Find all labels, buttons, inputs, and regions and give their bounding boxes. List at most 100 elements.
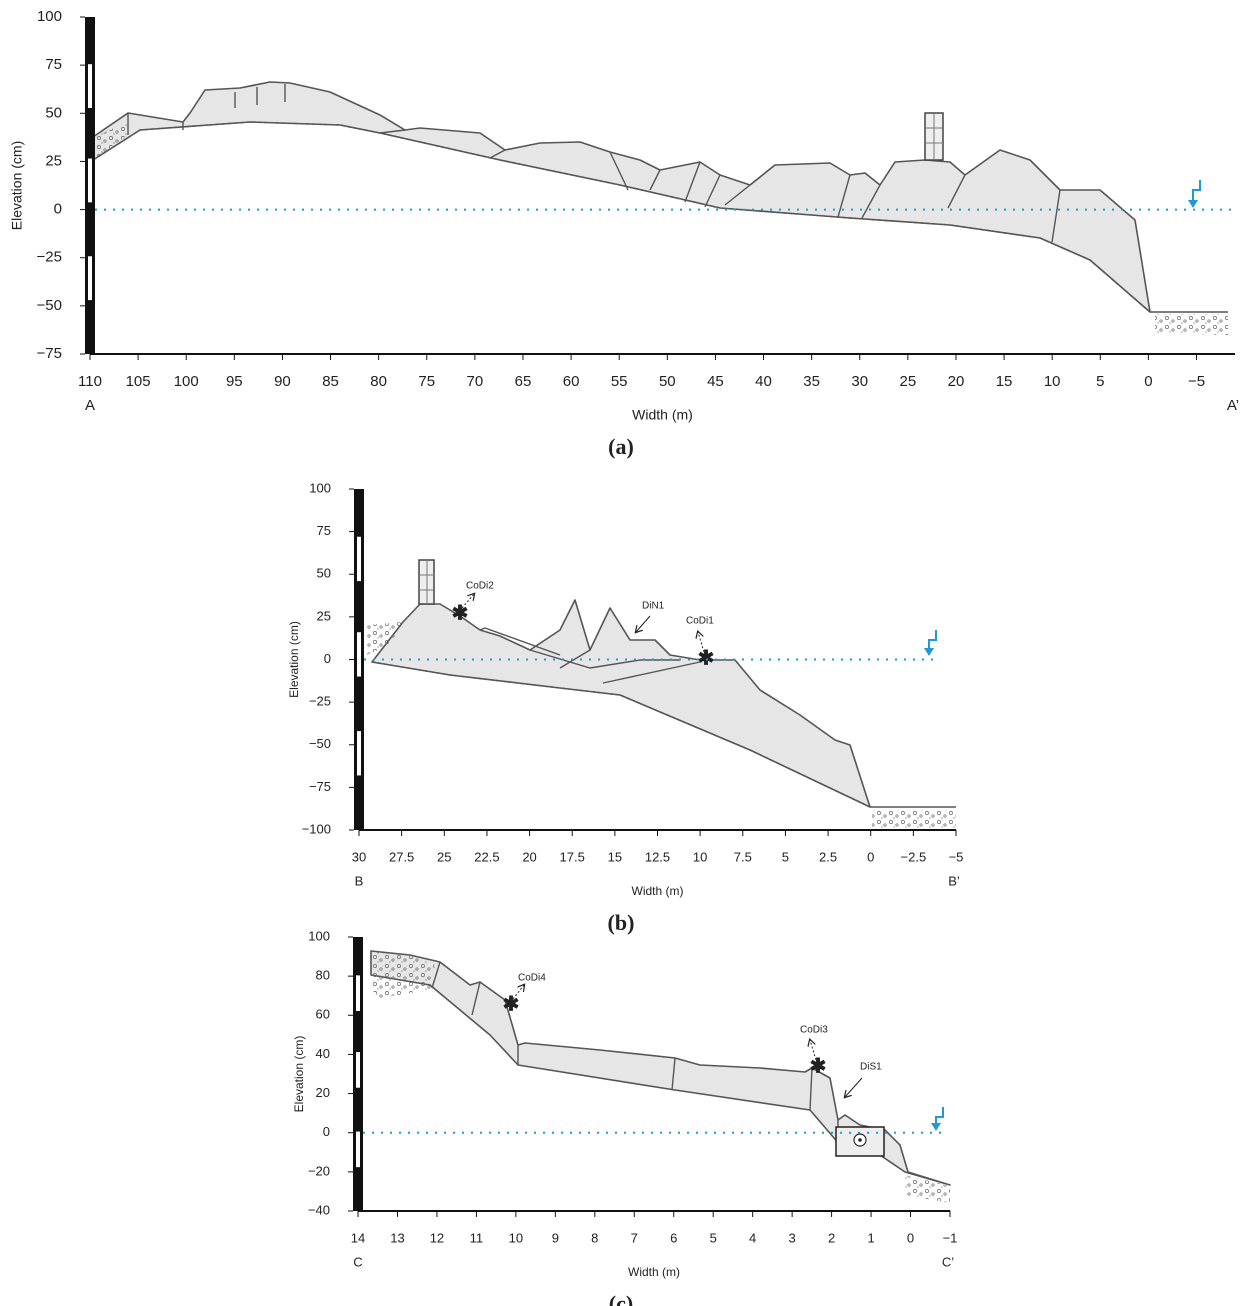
y-tick-label: 50 [45, 104, 62, 121]
x-tick-label: 30 [851, 373, 868, 390]
x-tick-label: 25 [437, 849, 451, 864]
y-tick-label: −25 [37, 249, 62, 266]
y-tick-label: 75 [45, 56, 62, 73]
scale-bar-segment [357, 731, 361, 776]
x-tick-label: 35 [803, 373, 820, 390]
y-tick-label: −20 [308, 1163, 330, 1178]
y-tick-label: 25 [317, 608, 331, 623]
y-tick-label: −75 [309, 779, 331, 794]
scale-bar-segment [88, 64, 92, 108]
y-tick-label: 100 [37, 8, 62, 25]
start-label: C [353, 1254, 362, 1269]
scale-bar-segment [357, 536, 361, 582]
y-axis-title: Elevation (cm) [292, 1036, 306, 1113]
y-tick-label: 80 [316, 968, 330, 983]
caption: (a) [608, 434, 634, 459]
y-tick-label: −50 [37, 297, 62, 314]
x-tick-label: 12 [430, 1230, 444, 1245]
scale-bar-segment [356, 1131, 360, 1168]
x-tick-label: 0 [1144, 373, 1152, 390]
svg-text:✱: ✱ [698, 647, 715, 669]
y-tick-label: −75 [37, 345, 62, 362]
x-axis-title: Width (m) [632, 407, 693, 423]
x-tick-label: 15 [996, 373, 1013, 390]
start-label: A [85, 397, 95, 414]
x-tick-label: 50 [659, 373, 676, 390]
annotation: DiN1 [642, 601, 665, 612]
y-tick-label: −100 [302, 821, 331, 836]
y-tick-label: 25 [45, 152, 62, 169]
scale-bar-segment [356, 1052, 360, 1088]
x-tick-label: 6 [670, 1230, 677, 1245]
scale-bar-segment [357, 632, 361, 677]
x-tick-label: 75 [418, 373, 435, 390]
caption: (c) [609, 1291, 633, 1306]
x-tick-label: 105 [126, 373, 151, 390]
y-tick-label: 20 [316, 1085, 330, 1100]
x-tick-label: 8 [591, 1230, 598, 1245]
y-tick-label: 100 [308, 928, 330, 943]
x-tick-label: 11 [470, 1230, 484, 1245]
x-tick-label: 17.5 [560, 849, 585, 864]
x-tick-label: 55 [611, 373, 628, 390]
x-tick-label: 100 [174, 373, 199, 390]
x-tick-label: 20 [948, 373, 965, 390]
x-tick-label: 1 [867, 1230, 874, 1245]
x-tick-label: 2.5 [819, 849, 837, 864]
y-tick-label: 60 [316, 1007, 330, 1022]
end-label: A’ [1227, 397, 1239, 414]
x-tick-label: −5 [1188, 373, 1205, 390]
x-tick-label: 4 [749, 1230, 756, 1245]
x-tick-label: 70 [467, 373, 484, 390]
x-tick-label: 110 [78, 373, 102, 390]
y-tick-label: −40 [308, 1202, 330, 1217]
y-tick-label: 0 [324, 651, 331, 666]
x-tick-label: 12.5 [645, 849, 670, 864]
x-tick-label: 13 [390, 1230, 404, 1245]
profile-b: ✱ ✱ [367, 559, 956, 830]
x-tick-label: 85 [322, 373, 339, 390]
x-tick-label: 5 [782, 849, 789, 864]
x-tick-label: 60 [563, 373, 580, 390]
annotation: CoDi4 [518, 973, 546, 984]
x-tick-label: 5 [710, 1230, 717, 1245]
x-tick-label: 9 [552, 1230, 559, 1245]
start-label: B [355, 873, 364, 888]
x-tick-label: −2.5 [901, 849, 927, 864]
y-tick-label: 0 [54, 201, 62, 218]
x-tick-label: 80 [370, 373, 387, 390]
y-tick-label: −25 [309, 694, 331, 709]
x-tick-label: 10 [509, 1230, 523, 1245]
y-axis-title: Elevation (cm) [287, 621, 301, 698]
x-tick-label: 7.5 [734, 849, 752, 864]
x-tick-label: −5 [949, 849, 964, 864]
svg-text:✱: ✱ [452, 602, 469, 624]
x-tick-label: 25 [900, 373, 917, 390]
x-tick-label: 90 [274, 373, 291, 390]
x-tick-label: 65 [515, 373, 532, 390]
x-tick-label: 7 [631, 1230, 638, 1245]
y-tick-label: 40 [316, 1046, 330, 1061]
svg-text:✱: ✱ [810, 1055, 827, 1077]
x-axis-title: Width (m) [628, 1265, 680, 1279]
x-tick-label: 14 [351, 1230, 365, 1245]
x-tick-label: 0 [907, 1230, 914, 1245]
svg-text:✱: ✱ [503, 993, 520, 1015]
x-tick-label: 3 [789, 1230, 796, 1245]
x-tick-label: 0 [867, 849, 874, 864]
x-tick-label: −1 [943, 1230, 958, 1245]
profile-c: ✱ ✱ [370, 950, 951, 1203]
x-tick-label: 20 [522, 849, 536, 864]
x-tick-label: 45 [707, 373, 724, 390]
y-axis-title: Elevation (cm) [9, 141, 25, 230]
end-label: C’ [942, 1254, 954, 1269]
x-axis-title: Width (m) [632, 884, 684, 898]
end-label: B’ [948, 873, 960, 888]
y-tick-label: −50 [309, 736, 331, 751]
x-tick-label: 10 [1044, 373, 1061, 390]
annotation: CoDi3 [800, 1025, 828, 1036]
scale-bar-segment [356, 975, 360, 1011]
profile-a [92, 81, 1228, 335]
caption: (b) [608, 910, 635, 935]
x-tick-label: 27.5 [389, 849, 414, 864]
